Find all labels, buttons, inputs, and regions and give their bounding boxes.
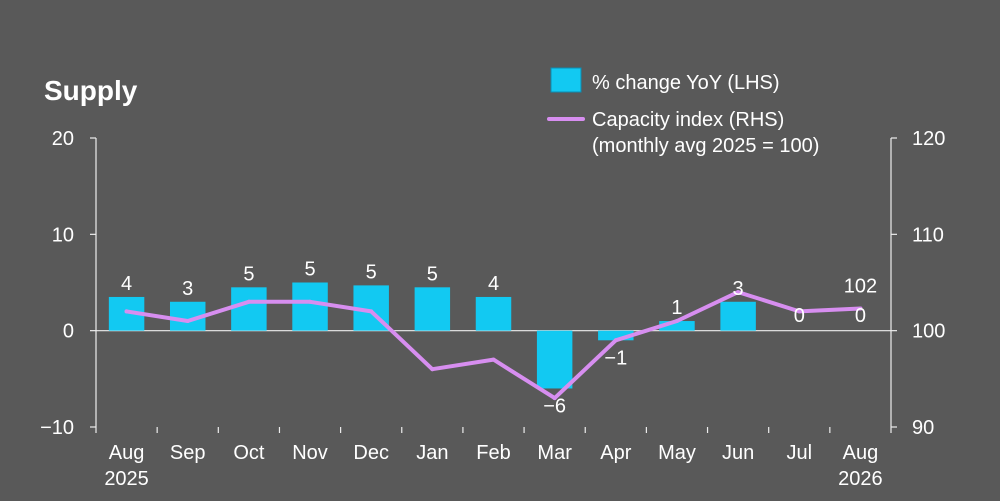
x-axis-tick-label: Oct (233, 442, 265, 464)
x-axis-tick-label: Dec (353, 442, 389, 464)
bar-value-label: −1 (604, 347, 627, 369)
bar-value-label: 1 (671, 297, 682, 319)
left-axis-tick-label: −10 (40, 417, 74, 439)
right-axis-tick-label: 120 (912, 128, 945, 150)
bars-layer (108, 282, 756, 389)
bar-value-label: 5 (243, 263, 254, 285)
bar-value-label: 4 (488, 273, 499, 295)
x-axis-tick-label: 2025 (104, 468, 149, 490)
labels-layer: 4 3 5 5 5 5 4 −6 −1 1 3 0 0 102 (121, 259, 877, 418)
bar-value-label: 5 (427, 263, 438, 285)
capacity-point (552, 396, 557, 401)
bar (598, 330, 634, 341)
bar-value-label: 0 (855, 305, 866, 327)
bar-value-label: 5 (366, 261, 377, 283)
capacity-point (308, 299, 313, 304)
bar-value-label: 3 (733, 278, 744, 300)
legend-bar-swatch (550, 67, 582, 93)
line-layer (124, 290, 863, 401)
legend-line-label: Capacity index (RHS) (592, 109, 784, 131)
left-axis-tick-label: 10 (52, 224, 74, 246)
x-axis-tick-label: Mar (537, 442, 572, 464)
capacity-point (430, 367, 435, 372)
x-axis-tick-label: Jan (416, 442, 448, 464)
legend-line-label-subtitle: (monthly avg 2025 = 100) (592, 135, 819, 157)
x-axis-tick-label: Apr (600, 442, 631, 464)
capacity-point (613, 338, 618, 343)
x-axis-tick-label: May (658, 442, 696, 464)
bar-value-label: 5 (304, 259, 315, 281)
x-axis-tick-label: Aug (843, 442, 879, 464)
capacity-point (736, 290, 741, 295)
left-axis-tick-label: 0 (63, 321, 74, 343)
right-axis-tick-label: 90 (912, 417, 934, 439)
capacity-point (674, 319, 679, 324)
x-axis-tick-label: 2026 (838, 468, 883, 490)
x-axis-tick-label: Jul (786, 442, 812, 464)
capacity-point (797, 309, 802, 314)
right-axis-tick-label: 100 (912, 321, 945, 343)
right-axis-tick-label: 110 (912, 224, 944, 246)
bar-value-label: 0 (794, 305, 805, 327)
legend-bar-label: % change YoY (LHS) (592, 72, 780, 94)
capacity-point (491, 357, 496, 362)
bar (720, 301, 756, 331)
bar (414, 287, 451, 331)
x-axis-tick-label: Aug (109, 442, 145, 464)
bar (659, 321, 695, 331)
capacity-point (124, 309, 129, 314)
bar (231, 287, 267, 331)
legend: % change YoY (LHS) Capacity index (RHS) … (547, 67, 819, 157)
x-axis-tick-label: Jun (722, 442, 754, 464)
bar (536, 330, 573, 389)
left-axis-tick-label: 20 (52, 128, 74, 150)
x-axis-tick-label: Nov (292, 442, 328, 464)
bar-value-label: 4 (121, 273, 132, 295)
bar-value-label: 3 (182, 278, 193, 300)
capacity-point (185, 319, 190, 324)
chart-title: Supply (44, 75, 138, 106)
bar (475, 296, 512, 331)
bar (292, 282, 328, 331)
bar-value-label: −6 (543, 395, 566, 417)
capacity-point (858, 306, 863, 311)
capacity-end-label: 102 (844, 276, 877, 298)
x-axis-tick-label: Sep (170, 442, 206, 464)
x-axis-tick-label: Feb (476, 442, 510, 464)
capacity-point (369, 309, 374, 314)
capacity-point (246, 299, 251, 304)
